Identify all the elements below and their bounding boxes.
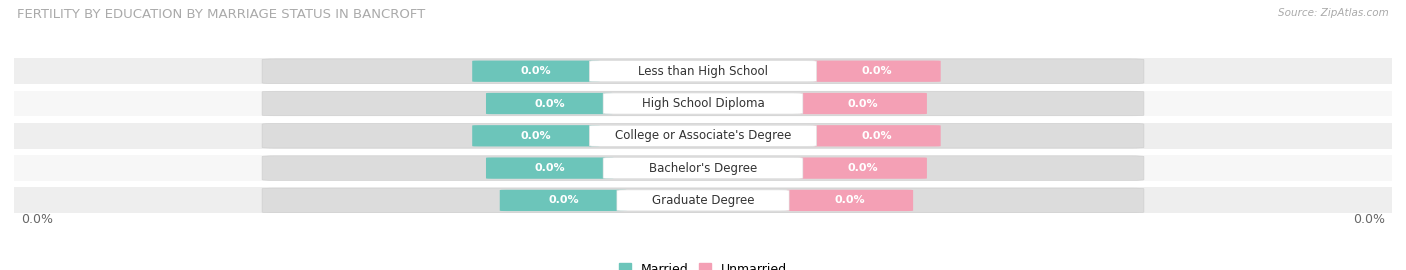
- Text: High School Diploma: High School Diploma: [641, 97, 765, 110]
- FancyBboxPatch shape: [472, 60, 599, 82]
- Text: FERTILITY BY EDUCATION BY MARRIAGE STATUS IN BANCROFT: FERTILITY BY EDUCATION BY MARRIAGE STATU…: [17, 8, 425, 21]
- Text: 0.0%: 0.0%: [520, 131, 551, 141]
- FancyBboxPatch shape: [813, 125, 941, 146]
- FancyBboxPatch shape: [800, 157, 927, 179]
- Text: 0.0%: 0.0%: [520, 66, 551, 76]
- Text: Less than High School: Less than High School: [638, 65, 768, 78]
- FancyBboxPatch shape: [786, 190, 912, 211]
- FancyBboxPatch shape: [603, 158, 803, 178]
- Text: 0.0%: 0.0%: [862, 66, 893, 76]
- Text: 0.0%: 0.0%: [862, 131, 893, 141]
- Text: 0.0%: 0.0%: [1353, 213, 1385, 226]
- Text: Source: ZipAtlas.com: Source: ZipAtlas.com: [1278, 8, 1389, 18]
- Text: Bachelor's Degree: Bachelor's Degree: [650, 162, 756, 175]
- Text: 0.0%: 0.0%: [834, 195, 865, 205]
- FancyBboxPatch shape: [262, 91, 1144, 116]
- Bar: [14, 123, 1392, 149]
- Text: 0.0%: 0.0%: [848, 163, 879, 173]
- Text: 0.0%: 0.0%: [21, 213, 53, 226]
- FancyBboxPatch shape: [262, 59, 1144, 83]
- FancyBboxPatch shape: [589, 61, 817, 82]
- Text: Graduate Degree: Graduate Degree: [652, 194, 754, 207]
- Bar: [14, 91, 1392, 116]
- Bar: [14, 58, 1392, 84]
- FancyBboxPatch shape: [800, 93, 927, 114]
- Text: College or Associate's Degree: College or Associate's Degree: [614, 129, 792, 142]
- FancyBboxPatch shape: [617, 190, 789, 211]
- Text: 0.0%: 0.0%: [534, 99, 565, 109]
- Text: 0.0%: 0.0%: [848, 99, 879, 109]
- FancyBboxPatch shape: [486, 93, 613, 114]
- FancyBboxPatch shape: [262, 124, 1144, 148]
- Text: 0.0%: 0.0%: [534, 163, 565, 173]
- FancyBboxPatch shape: [472, 125, 599, 146]
- Legend: Married, Unmarried: Married, Unmarried: [613, 258, 793, 270]
- FancyBboxPatch shape: [262, 188, 1144, 213]
- FancyBboxPatch shape: [262, 156, 1144, 180]
- Text: 0.0%: 0.0%: [548, 195, 579, 205]
- FancyBboxPatch shape: [499, 190, 627, 211]
- FancyBboxPatch shape: [813, 60, 941, 82]
- FancyBboxPatch shape: [589, 125, 817, 146]
- Bar: [14, 155, 1392, 181]
- FancyBboxPatch shape: [486, 157, 613, 179]
- Bar: [14, 187, 1392, 213]
- FancyBboxPatch shape: [603, 93, 803, 114]
